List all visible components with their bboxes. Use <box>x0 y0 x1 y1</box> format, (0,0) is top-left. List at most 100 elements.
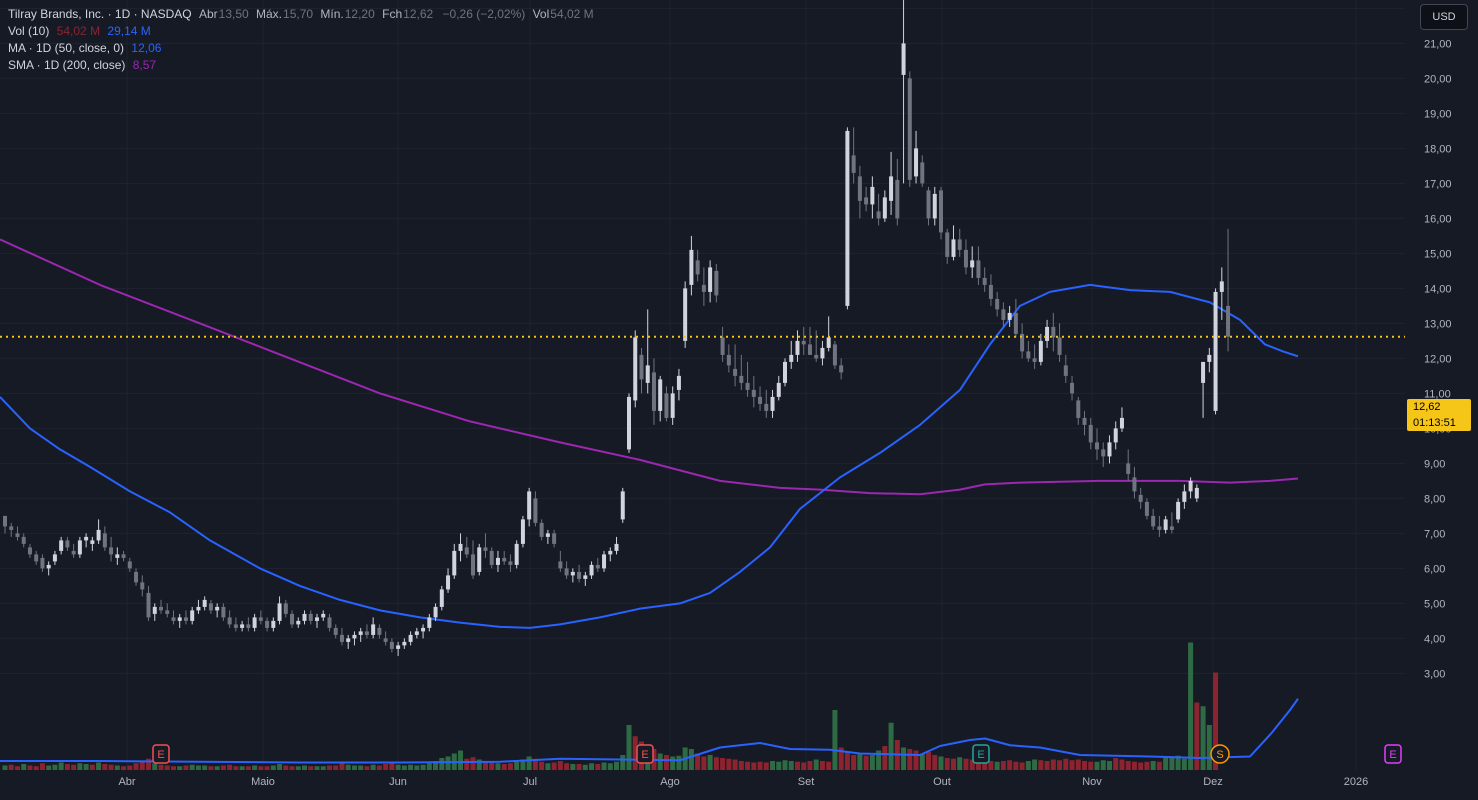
candle-body <box>670 393 675 418</box>
high-label: Máx. <box>256 7 283 21</box>
ma50-path <box>0 283 1299 629</box>
candle-body <box>552 533 557 544</box>
candle <box>995 291 1000 317</box>
y-tick-label: 8,00 <box>1424 493 1445 505</box>
volume-bar <box>969 759 975 770</box>
candle-body <box>1132 477 1137 492</box>
candle-body <box>882 197 887 219</box>
candle <box>102 526 107 551</box>
candle <box>795 330 800 362</box>
legend-row-vol10[interactable]: Vol (10) 54,02 M 29,14 M <box>8 23 594 40</box>
volume-bar <box>2 765 8 770</box>
candle <box>446 568 451 593</box>
candle-body <box>720 337 725 355</box>
candle <box>283 599 288 618</box>
candle-body <box>140 582 145 590</box>
candle-body <box>907 78 912 180</box>
candle <box>695 249 700 282</box>
grid <box>0 7 1405 674</box>
currency-button[interactable]: USD <box>1420 4 1468 30</box>
candle-body <box>109 547 114 555</box>
candle-body <box>1113 428 1118 443</box>
x-tick-label: Ago <box>660 776 680 788</box>
ma-value: 12,06 <box>131 41 162 55</box>
candle-body <box>408 634 413 642</box>
candle <box>602 550 607 572</box>
volume-bar <box>464 758 470 770</box>
candle-body <box>995 298 1000 310</box>
volume-bar <box>620 755 626 770</box>
volume-bar <box>776 761 782 770</box>
legend-row-ma[interactable]: MA · 1D (50, close, 0) 12,06 <box>8 40 594 57</box>
candle-body <box>807 344 812 355</box>
candle <box>252 613 257 632</box>
candle <box>914 130 919 184</box>
candle <box>651 358 656 425</box>
open-value: 13,50 <box>218 7 249 21</box>
candle-body <box>77 540 82 555</box>
candle <box>439 585 444 611</box>
candle-body <box>726 354 731 366</box>
volume-bar <box>626 725 632 770</box>
volume-bar <box>988 761 994 770</box>
volume-bar <box>888 722 894 770</box>
candle-body <box>789 354 794 362</box>
y-tick-label: 5,00 <box>1424 598 1445 610</box>
volume-bar <box>1119 759 1125 770</box>
candle-body <box>1176 501 1181 520</box>
candle <box>739 354 744 390</box>
volume-bar <box>751 762 757 770</box>
change-value: −0,26 (−2,02%) <box>442 7 526 21</box>
candle <box>27 543 32 558</box>
split-badge <box>1210 744 1230 764</box>
candle <box>1144 498 1149 520</box>
candle <box>1138 487 1143 509</box>
volume-bar <box>907 749 913 770</box>
candle-body <box>364 631 369 635</box>
legend-row-symbol[interactable]: Tilray Brands, Inc. · 1D · NASDAQ Abr13,… <box>8 6 594 23</box>
symbol-title: Tilray Brands, Inc. · 1D · NASDAQ <box>8 7 192 21</box>
candle-body <box>427 617 432 628</box>
candle-body <box>196 606 201 611</box>
volume-bar <box>71 764 77 770</box>
candle-body <box>633 337 638 401</box>
y-tick-label: 17,00 <box>1424 178 1452 190</box>
volume-bar <box>688 749 694 770</box>
candle <box>1088 417 1093 450</box>
sma200-line <box>0 238 1299 496</box>
candle <box>265 617 270 632</box>
candle-body <box>1045 326 1050 341</box>
candle-body <box>1070 382 1075 394</box>
candle <box>1226 228 1231 352</box>
candle <box>789 340 794 369</box>
candle <box>970 246 975 278</box>
legend-row-sma[interactable]: SMA · 1D (200, close) 8,57 <box>8 57 594 74</box>
candle <box>627 393 631 453</box>
candle <box>1107 435 1112 464</box>
x-axis: Abr Maio Jun Jul Ago Set Out Nov Dez 2026 <box>118 776 1368 788</box>
candle-body <box>258 617 263 621</box>
volume-bar <box>701 756 707 770</box>
volume-bar <box>239 766 245 770</box>
candle-body <box>1095 442 1099 450</box>
volume-bar <box>245 766 251 770</box>
candle <box>801 326 806 355</box>
candle <box>945 228 950 264</box>
candle <box>427 613 432 632</box>
candle <box>1219 267 1224 320</box>
volume-bar <box>919 753 925 770</box>
volume-bar <box>64 764 70 770</box>
volume-bar <box>333 765 339 770</box>
candle <box>3 515 7 534</box>
candle-body <box>901 43 906 75</box>
volume-bar <box>1088 761 1094 770</box>
volume-bar <box>545 763 551 770</box>
candle <box>889 151 894 215</box>
volume-bar <box>1144 761 1150 770</box>
volume-bar <box>757 761 763 770</box>
sma-label: SMA · 1D (200, close) <box>8 58 126 72</box>
candle <box>352 631 357 646</box>
volume-bar <box>876 750 882 770</box>
candle <box>227 610 232 628</box>
